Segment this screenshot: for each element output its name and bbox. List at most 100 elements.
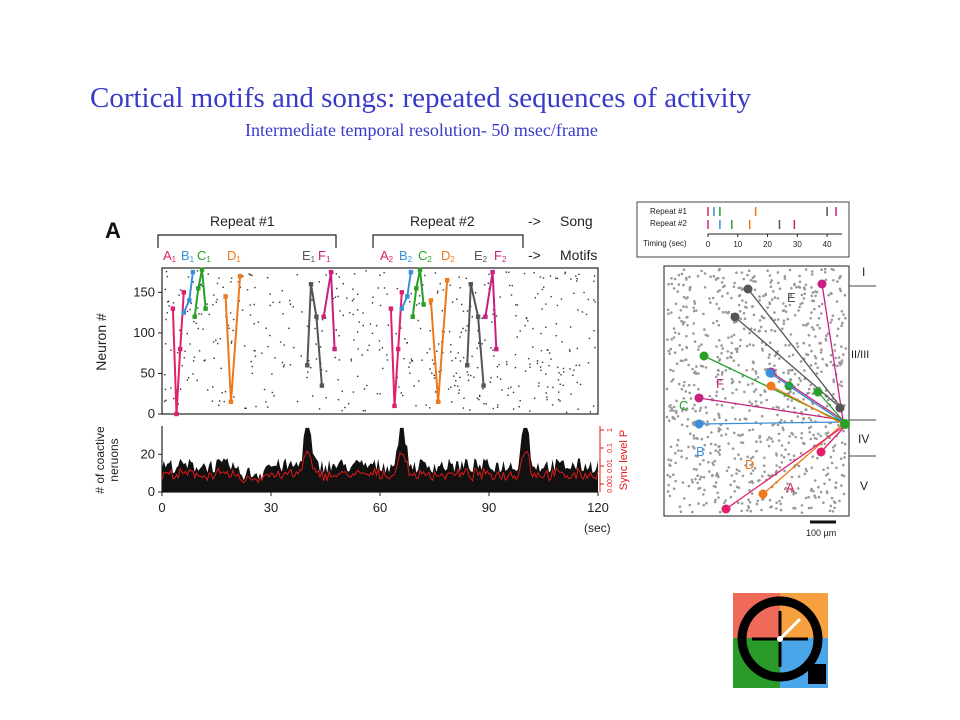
motif-label-2-a: A2 [380,248,394,264]
raster-spike [409,362,411,364]
raster-spike [493,355,495,357]
map-cell [837,423,840,427]
raster-spike [248,273,250,275]
map-cell [670,380,673,383]
map-cell [721,347,724,350]
map-cell [669,409,672,412]
map-cell [689,285,692,289]
map-cell [735,271,738,275]
raster-spike [253,303,255,306]
map-cell [708,394,712,398]
map-cell [839,457,843,461]
raster-spike [184,350,186,352]
map-cell [667,458,670,462]
map-cell [810,466,813,470]
map-cell [773,354,777,358]
raster-spike [347,403,350,405]
map-cell [776,297,780,300]
motif-point-E1 [308,282,314,287]
map-cell [697,372,700,375]
map-cell [697,502,700,505]
map-cell [825,363,828,366]
map-neuron [721,504,731,514]
coactive-xtick-label: 0 [158,500,165,515]
raster-spike [213,294,215,296]
map-cell [717,429,721,433]
map-cell [796,487,800,490]
map-cell [798,376,801,380]
raster-spike [431,372,433,374]
map-cell [784,486,788,490]
map-cell [749,279,753,282]
raster-spike [550,295,552,298]
layer-IV: IV [858,432,869,446]
raster-spike [228,327,230,329]
motif-point-C1 [196,286,201,291]
raster-spike [411,360,413,362]
map-cell [676,438,680,442]
map-cell [773,364,776,368]
raster-spike [481,317,483,319]
map-cell [681,359,684,363]
map-cell [831,510,835,513]
raster-spike [398,386,400,388]
motif-E1 [305,282,325,388]
map-cell [668,494,672,498]
map-cell [775,501,778,505]
raster-spike [315,358,318,360]
map-cell [830,461,834,465]
raster-spike [172,302,175,304]
map-cell [721,387,725,391]
raster-ytick-label: 100 [133,325,155,340]
map-cell [816,366,819,369]
raster-spike [202,328,204,330]
map-cell [770,298,774,301]
map-cell [698,463,702,466]
map-cell [737,453,740,457]
map-cell [675,409,678,413]
map-cell [724,433,728,436]
raster-spike [451,359,453,362]
map-cell [674,461,677,465]
raster-spike [207,389,209,391]
map-cell [758,295,761,299]
map-cell [767,356,771,359]
map-cell [688,391,691,395]
map-cell [773,311,776,314]
raster-spike [177,352,179,354]
map-cell [740,271,744,274]
map-cell [824,278,828,282]
map-cell [673,277,677,281]
map-cell [669,368,672,372]
motif-point-C1 [199,267,205,272]
map-cell [739,338,742,342]
map-cell [685,408,689,411]
raster-spike [241,309,244,311]
raster-spike [364,409,366,412]
raster-spike [187,276,190,278]
map-cell [761,475,764,478]
raster-spike [572,374,574,376]
raster-spike [505,361,508,363]
motif-point-E2 [481,383,486,388]
raster-spike [192,373,194,375]
map-cell [714,449,718,453]
map-cell [803,292,806,296]
raster-spike [507,387,510,390]
map-cell [755,440,758,443]
raster-spike [442,289,445,291]
map-cell [667,349,670,353]
raster-spike [208,313,210,316]
map-cell [811,392,815,396]
map-cell [668,405,671,408]
raster-spike [496,406,499,408]
raster-spike [371,302,374,304]
raster-spike [416,304,418,306]
map-cell [693,371,696,375]
map-cell [827,398,830,402]
repeat-brackets [157,234,524,248]
map-cell [693,403,696,407]
raster-spike [439,282,441,285]
raster-spike [232,318,235,321]
raster-spike [576,347,578,350]
